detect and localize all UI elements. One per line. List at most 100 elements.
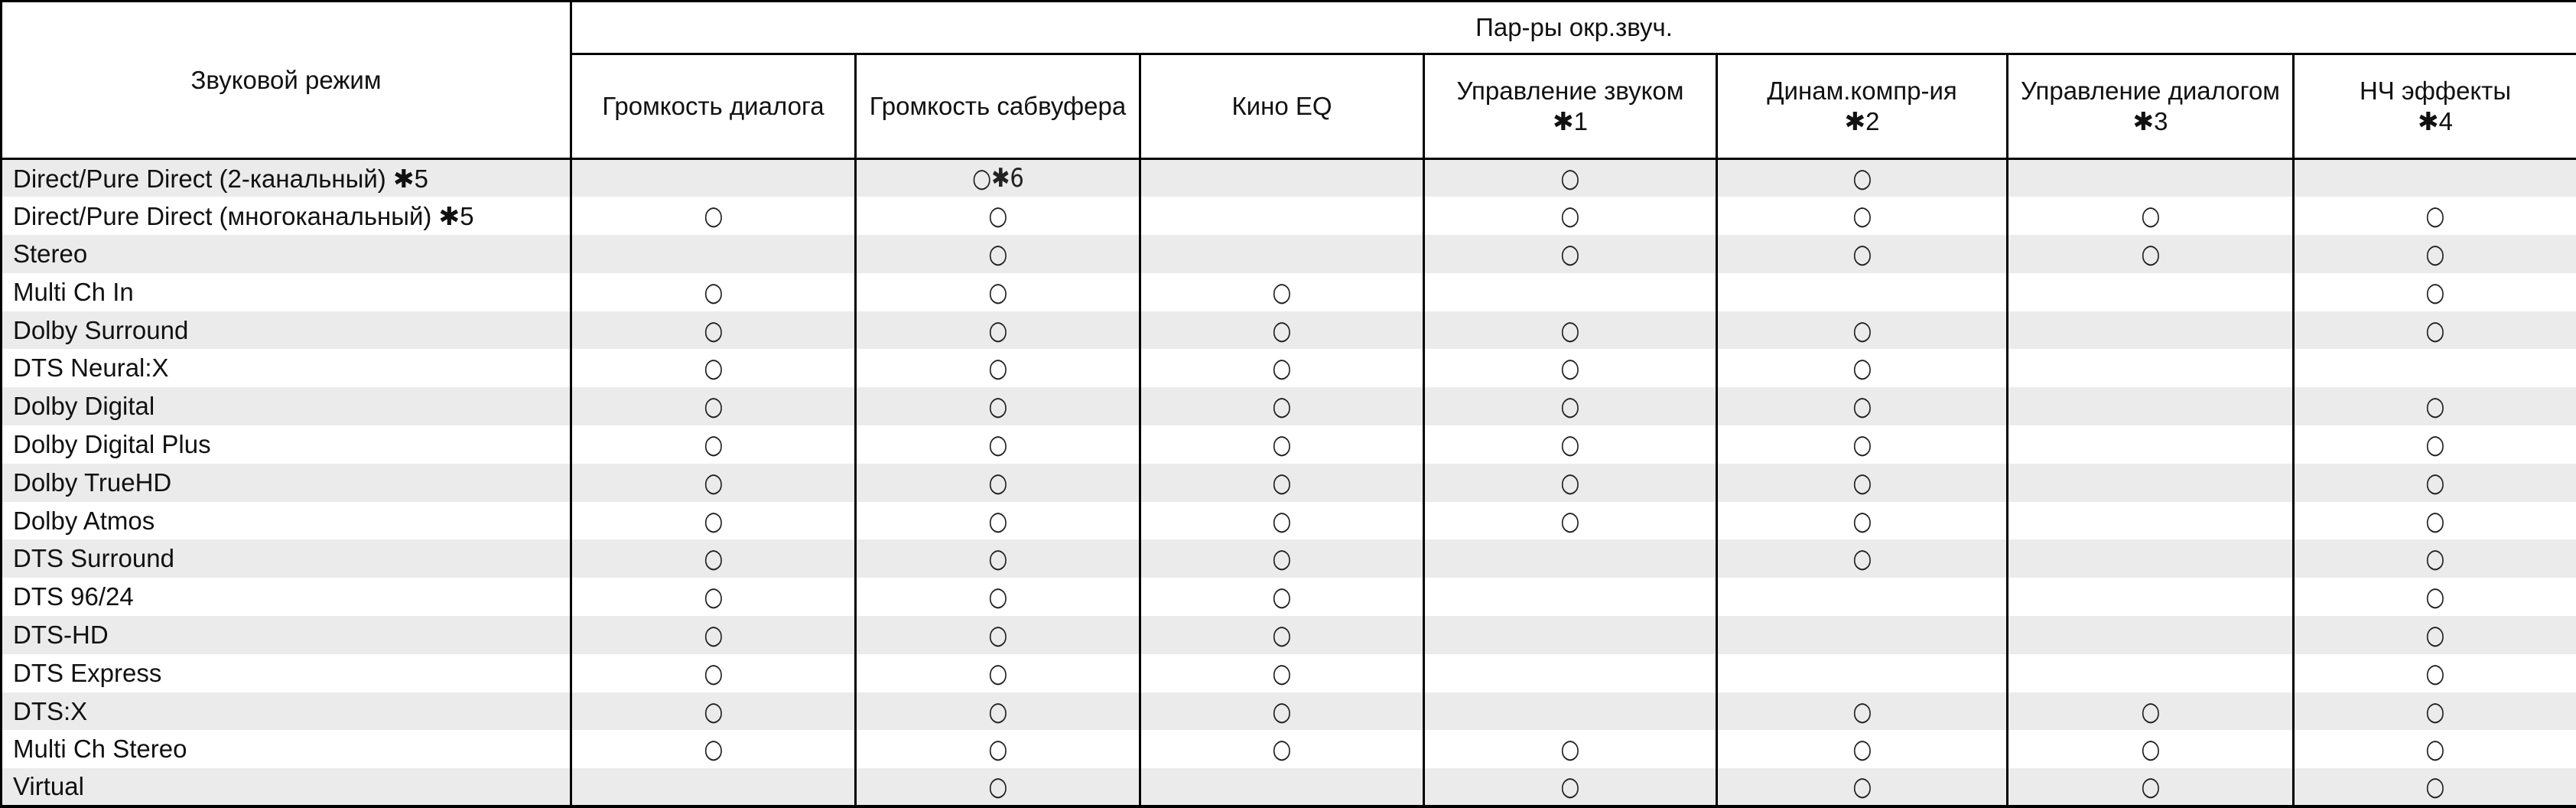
support-cell	[2008, 159, 2294, 197]
supported-circle-icon: ○	[2425, 200, 2444, 231]
table-row: Multi Ch Stereo○○○○○○○	[2, 730, 2576, 768]
support-cell	[1424, 578, 1717, 616]
sound-mode-name: Dolby TrueHD	[2, 464, 571, 502]
support-cell: ○	[1140, 502, 1424, 540]
support-cell: ○	[571, 502, 856, 540]
support-cell	[2008, 311, 2294, 350]
support-cell	[2294, 159, 2576, 197]
support-cell	[571, 159, 856, 197]
support-cell: ○	[856, 311, 1140, 350]
supported-circle-icon: ○	[704, 277, 723, 308]
support-cell: ○	[1424, 197, 1717, 235]
support-cell: ○	[1717, 197, 2008, 235]
support-cell: ○	[856, 425, 1140, 464]
support-cell	[2008, 502, 2294, 540]
sound-mode-name: DTS-HD	[2, 616, 571, 654]
table-row: DTS 96/24○○○○	[2, 578, 2576, 616]
supported-circle-icon: ○	[2425, 734, 2444, 764]
support-cell: ○	[1424, 311, 1717, 350]
supported-circle-icon: ○	[1852, 163, 1872, 194]
supported-circle-icon: ○	[1852, 696, 1872, 727]
support-cell: ○	[1140, 692, 1424, 731]
table-row: Dolby Digital Plus○○○○○○	[2, 425, 2576, 464]
support-cell: ○	[856, 768, 1140, 806]
sound-mode-name: Dolby Digital Plus	[2, 425, 571, 464]
support-cell: ○	[1140, 349, 1424, 387]
support-cell: ○	[2294, 235, 2576, 273]
supported-circle-icon: ○	[1272, 582, 1291, 612]
supported-circle-icon: ○	[1272, 277, 1291, 308]
support-cell: ○	[1140, 273, 1424, 311]
support-cell	[1140, 768, 1424, 806]
supported-circle-icon: ○	[704, 658, 723, 689]
supported-circle-icon: ○	[2141, 200, 2160, 231]
support-cell: ○	[1140, 654, 1424, 692]
supported-circle-icon: ○	[988, 429, 1007, 460]
supported-circle-icon: ○	[1272, 429, 1291, 460]
support-cell: ○	[1717, 349, 2008, 387]
support-cell: ○	[1717, 159, 2008, 197]
support-cell: ○	[2294, 425, 2576, 464]
supported-circle-icon: ○	[1852, 468, 1872, 498]
supported-circle-icon: ○	[988, 468, 1007, 498]
supported-circle-icon: ○	[988, 543, 1007, 574]
supported-circle-icon: ○	[1560, 163, 1579, 194]
supported-circle-icon: ○	[2141, 696, 2160, 727]
sound-mode-name: Multi Ch Stereo	[2, 730, 571, 768]
support-cell: ○	[2294, 730, 2576, 768]
supported-circle-icon: ○	[1560, 506, 1579, 536]
table-row: DTS:X○○○○○○	[2, 692, 2576, 731]
support-cell	[2008, 539, 2294, 578]
supported-circle-icon: ○	[988, 353, 1007, 383]
sound-mode-name: Direct/Pure Direct (многоканальный) ✱5	[2, 197, 571, 235]
supported-circle-icon: ○	[1852, 200, 1872, 231]
sound-mode-name: Dolby Surround	[2, 311, 571, 350]
supported-circle-icon: ○	[2425, 468, 2444, 498]
column-header: Кино EQ	[1140, 54, 1424, 159]
support-cell	[571, 235, 856, 273]
support-cell: ○	[1140, 387, 1424, 425]
sound-mode-name: DTS 96/24	[2, 578, 571, 616]
column-header-label: Управление звуком	[1457, 77, 1684, 105]
support-cell: ○✱6	[856, 159, 1140, 197]
support-cell: ○	[571, 273, 856, 311]
sound-mode-name: DTS Surround	[2, 539, 571, 578]
support-cell	[2008, 425, 2294, 464]
column-header: Управление звуком✱1	[1424, 54, 1717, 159]
support-cell: ○	[856, 692, 1140, 731]
supported-circle-icon: ○	[1560, 734, 1579, 764]
support-cell: ○	[1140, 464, 1424, 502]
supported-circle-icon: ○	[704, 734, 723, 764]
supported-circle-icon: ○	[1272, 734, 1291, 764]
supported-circle-icon: ○	[2425, 429, 2444, 460]
support-cell: ○	[2294, 311, 2576, 350]
table-row: Stereo○○○○○	[2, 235, 2576, 273]
support-cell	[1424, 273, 1717, 311]
support-cell: ○	[2294, 578, 2576, 616]
support-cell: ○	[2294, 654, 2576, 692]
support-cell	[2008, 616, 2294, 654]
supported-circle-icon: ○	[704, 506, 723, 536]
support-cell: ○	[571, 616, 856, 654]
support-cell: ○	[571, 578, 856, 616]
footnote-ref: ✱4	[2295, 106, 2576, 137]
supported-circle-icon: ○	[1852, 239, 1872, 269]
column-header-label: Громкость диалога	[602, 92, 824, 120]
table-row: DTS-HD○○○○	[2, 616, 2576, 654]
column-header-label: НЧ эффекты	[2360, 77, 2511, 105]
support-cell: ○	[856, 616, 1140, 654]
support-cell: ○	[856, 539, 1140, 578]
support-cell: ○	[1717, 464, 2008, 502]
support-cell: ○	[1140, 425, 1424, 464]
supported-circle-icon: ○	[2425, 315, 2444, 346]
support-cell	[1424, 692, 1717, 731]
supported-circle-icon: ○	[988, 696, 1007, 727]
table-row: DTS Surround○○○○○	[2, 539, 2576, 578]
supported-circle-icon: ○	[1560, 429, 1579, 460]
supported-circle-icon: ○	[1560, 353, 1579, 383]
supported-circle-icon: ○	[988, 239, 1007, 269]
supported-circle-icon: ○	[704, 468, 723, 498]
supported-circle-icon: ○	[704, 582, 723, 612]
supported-circle-icon: ○	[2425, 543, 2444, 574]
table-row: Dolby Atmos○○○○○○	[2, 502, 2576, 540]
